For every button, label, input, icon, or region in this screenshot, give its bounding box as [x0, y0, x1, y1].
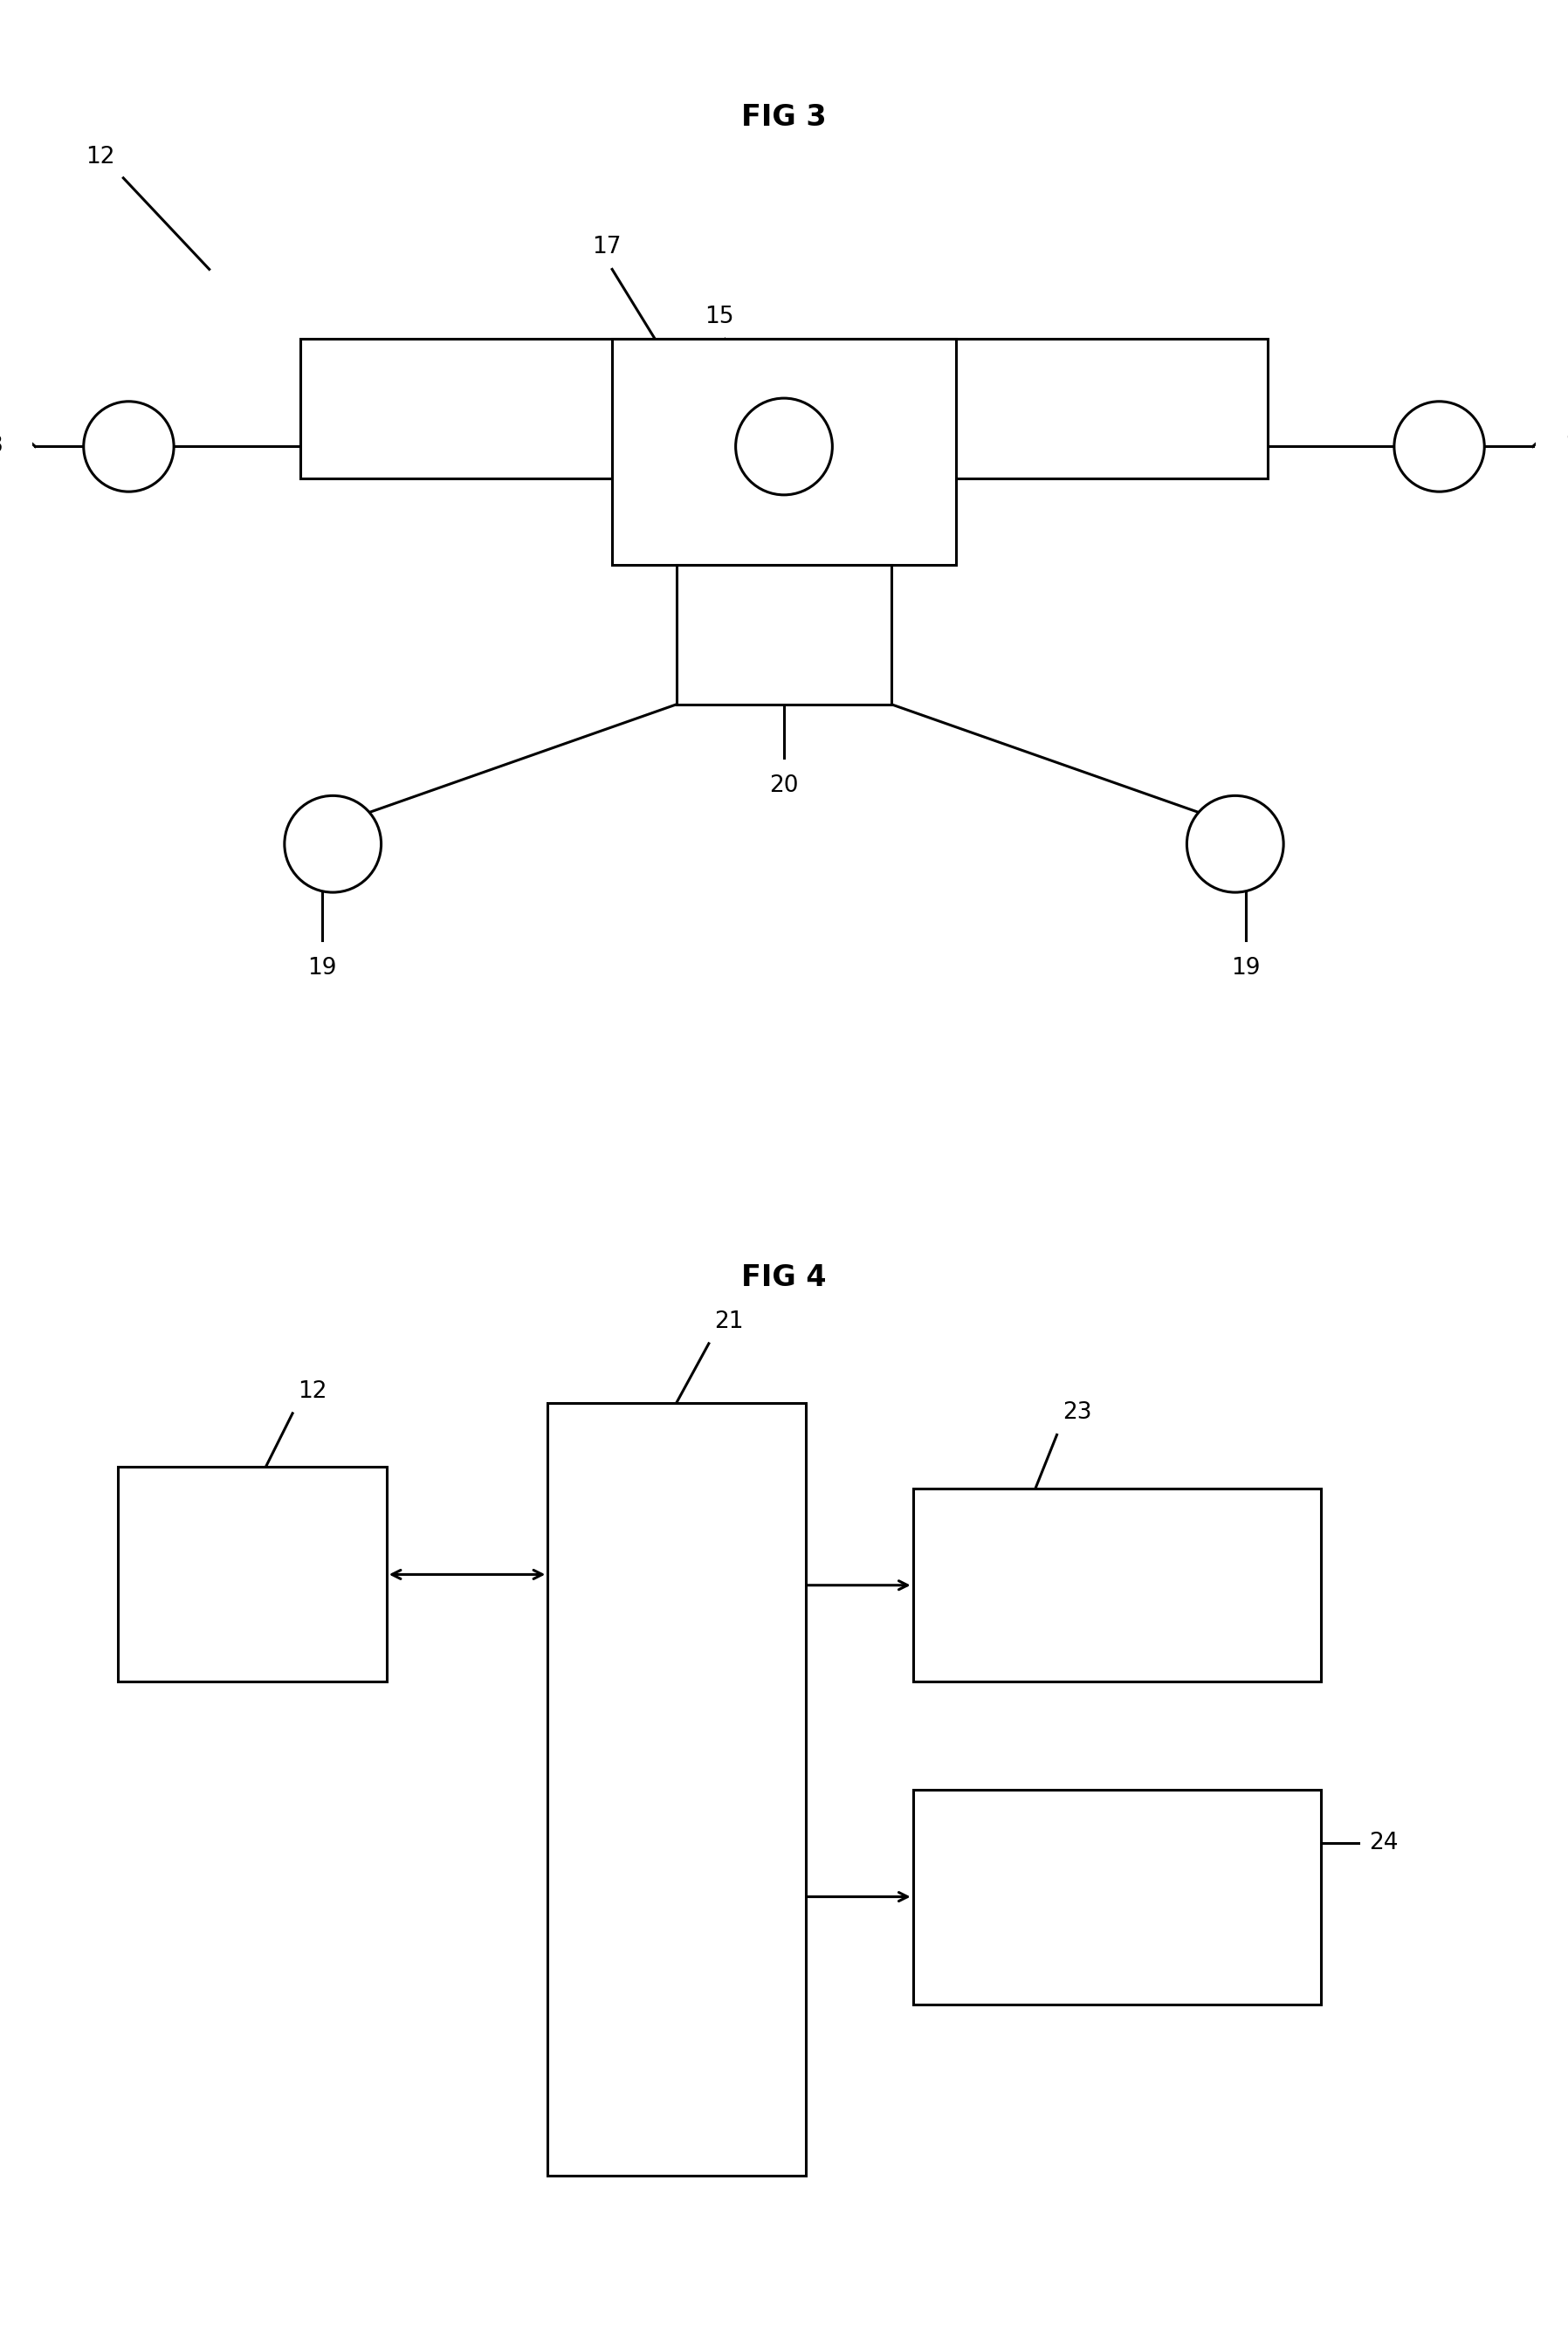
- Text: 12: 12: [86, 146, 114, 169]
- Bar: [118, 1468, 387, 1682]
- Text: 19: 19: [307, 957, 337, 978]
- Bar: [913, 1489, 1322, 1682]
- Text: 21: 21: [713, 1310, 743, 1334]
- Text: 15: 15: [844, 447, 872, 468]
- Text: 23: 23: [1062, 1402, 1091, 1423]
- Bar: [547, 1402, 806, 2176]
- Bar: [913, 1790, 1322, 2004]
- Circle shape: [83, 402, 174, 492]
- Text: 24: 24: [1369, 1832, 1399, 1853]
- Circle shape: [1394, 402, 1485, 492]
- Circle shape: [1187, 795, 1284, 891]
- Bar: [301, 339, 1267, 480]
- Text: 15: 15: [706, 306, 734, 329]
- Circle shape: [735, 397, 833, 494]
- Text: FIG 4: FIG 4: [742, 1263, 826, 1291]
- Text: 17: 17: [593, 235, 621, 259]
- Bar: [612, 339, 956, 564]
- Circle shape: [284, 795, 381, 891]
- Text: 20: 20: [770, 774, 798, 797]
- Text: 18: 18: [0, 435, 3, 459]
- Text: FIG 3: FIG 3: [742, 103, 826, 132]
- Text: 19: 19: [1231, 957, 1261, 978]
- Text: 12: 12: [298, 1381, 328, 1402]
- Bar: [676, 564, 892, 703]
- Text: 18: 18: [1565, 435, 1568, 459]
